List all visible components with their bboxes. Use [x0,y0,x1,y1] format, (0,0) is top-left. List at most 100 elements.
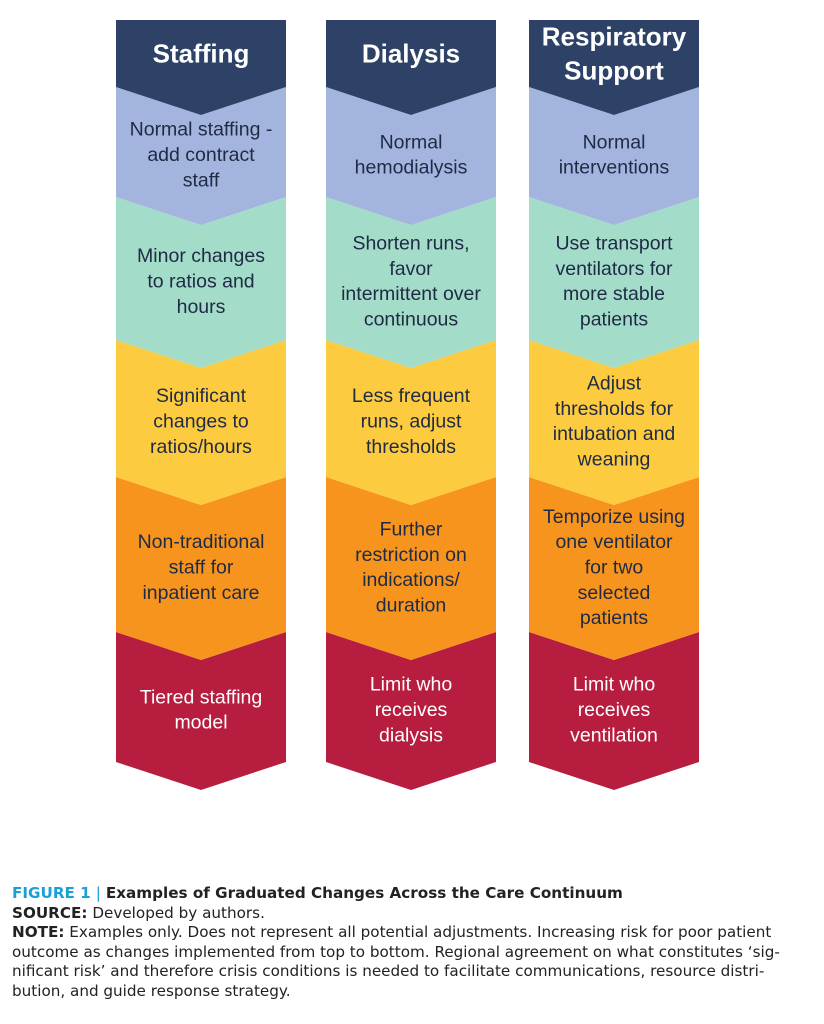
caption-note-line-3: nificant risk’ and therefore crisis cond… [12,962,765,980]
note-label: NOTE: [12,923,65,941]
figure-separator: | [95,884,101,902]
tier-text-line: to ratios and [147,271,254,293]
tier-text-line: Non-traditional [138,531,265,553]
tier-text-line: add contract [147,144,255,166]
tier-text-line: patients [580,309,649,331]
tier-chevron [116,87,286,225]
tier-chevron [116,477,286,660]
caption-note-line-2: outcome as changes implemented from top … [12,942,780,961]
tier-text: Minor changes to ratios and hours [137,245,265,318]
column-1 [116,20,286,790]
column-header-chevron [326,20,496,115]
tier-chevron [326,87,496,225]
tier-text-line: Temporize using [543,506,685,528]
source-text: Developed by authors. [92,903,265,922]
column-3 [529,20,699,790]
column-title: Dialysis [362,38,460,68]
tier-text-line: thresholds for [555,398,674,420]
tier-text-line: Shorten runs, [352,233,469,255]
tier-chevron [529,632,699,790]
tier-text-line: model [174,712,227,734]
tier-text-line: interventions [559,157,670,179]
tier-chevron [529,340,699,505]
tier-text-line: Normal staffing - [130,119,273,141]
tier-text-line: Adjust [587,373,642,395]
tier-text-line: Limit who [573,674,656,696]
tier-text: Tiered staffing model [140,686,262,733]
tier-text: Less frequent runs, adjust thresholds [352,385,471,458]
tier-chevron [529,87,699,225]
column-title: Respiratory Support [542,21,687,85]
tier-chevron [529,197,699,368]
column-header-chevron [529,20,699,115]
tier-text: Limit who receives dialysis [370,674,453,747]
tier-text-line: Minor changes [137,245,265,267]
tier-text: Limit who receives ventilation [570,674,658,747]
tier-text-line: ventilators for [555,258,673,280]
column-2 [326,20,496,790]
tier-chevron [116,632,286,790]
tier-chevron [116,197,286,368]
tier-chevron [326,340,496,505]
tier-text-line: staff [183,170,220,192]
caption-note-line-1: NOTE: Examples only. Does not represent … [12,923,812,943]
column-title-line: Respiratory [542,21,687,51]
tier-text-line: duration [376,595,446,617]
tier-text-line: patients [580,607,649,629]
tier-text: Use transport ventilators for more stable p… [555,233,673,331]
figure-title: Examples of Graduated Changes Across the… [105,884,623,902]
note-text-1: Examples only. Does not represent all po… [69,923,772,941]
source-label: SOURCE: [12,903,88,922]
tier-text-line: Significant [156,385,247,407]
tier-text: Shorten runs, favor intermittent over conti… [341,233,481,331]
tier-text-line: selected [578,582,651,604]
tier-chevron [326,477,496,660]
tier-text-line: Less frequent [352,385,471,407]
column-title-line: Dialysis [362,38,460,68]
tier-text-line: changes to [153,411,249,433]
tier-text-line: receives [375,699,448,721]
tier-text-line: intermittent over [341,283,481,305]
tier-text: Temporize using one ventilator for two sele… [543,506,685,629]
tier-text-line: intubation and [553,423,676,445]
tier-text-line: inpatient care [142,582,259,604]
caption-title-line: FIGURE 1 | Examples of Graduated Changes A… [12,884,812,904]
tier-text-line: thresholds [366,436,456,458]
tier-chevron [326,632,496,790]
tier-text: Normal staffing - add contract staff [130,119,273,192]
tier-text-line: ventilation [570,725,658,747]
tier-text-line: one ventilator [555,531,673,553]
caption-note-line-4: bution, and guide response strategy. [12,981,291,1000]
tier-text-line: receives [578,699,651,721]
tier-text-line: staff for [169,557,234,579]
tier-text: Non-traditional staff for inpatient care [138,531,265,604]
tier-text-line: restriction on [355,544,467,566]
tier-text-line: Normal [380,131,443,153]
tier-text-line: hemodialysis [355,157,468,179]
tier-text-line: ratios/hours [150,436,252,458]
tier-text-line: Further [380,519,443,541]
column-title: Staffing [153,38,250,68]
tier-text-line: Use transport [555,233,673,255]
tier-text: Adjust thresholds for intubation and weanin… [553,373,676,471]
tier-text: Normal interventions [559,131,670,178]
tier-text: Normal hemodialysis [355,131,468,178]
tier-text-line: more stable [563,283,665,305]
tier-chevron [116,340,286,505]
figure-label: FIGURE 1 [12,884,91,902]
tier-text-line: weaning [577,449,651,471]
care-continuum-diagram: Staffing Normal staffing - add contract sta… [116,20,699,790]
figure-caption: FIGURE 1 | Examples of Graduated Changes A… [12,884,812,1001]
tier-text-line: Limit who [370,674,453,696]
caption-source-line: SOURCE: Developed by authors. [12,904,812,924]
tier-text-line: favor [389,258,433,280]
tier-text-line: indications/ [362,569,460,591]
tier-text-line: Tiered staffing [140,686,262,708]
tier-chevron [529,477,699,660]
tier-text: Significant changes to ratios/hours [150,385,252,458]
tier-text-line: dialysis [379,725,443,747]
tier-text: Further restriction on indications/duratio… [355,519,467,617]
tier-text-line: runs, adjust [361,411,462,433]
column-header-chevron [116,20,286,115]
column-title-line: Staffing [153,38,250,68]
